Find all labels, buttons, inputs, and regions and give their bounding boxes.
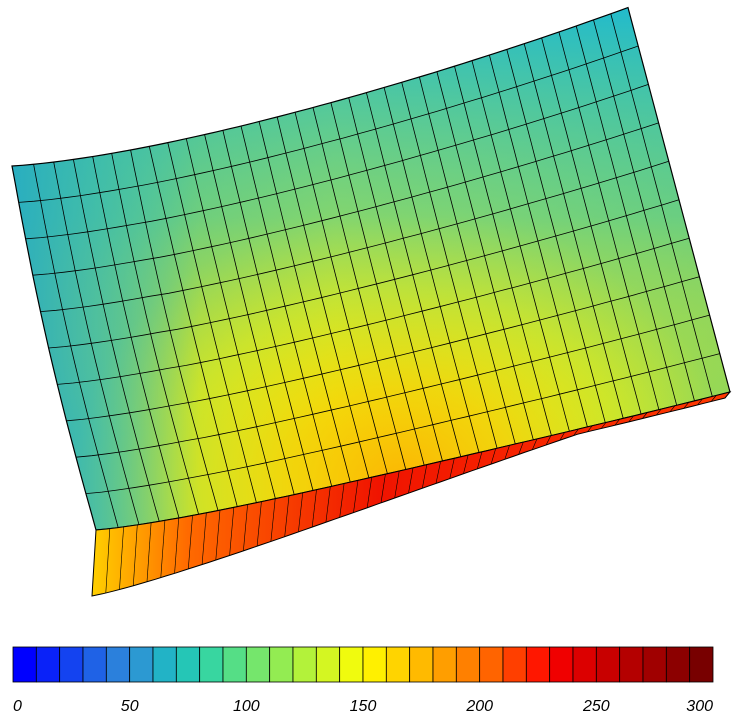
colorbar-segment (619, 646, 644, 683)
colorbar-segment (689, 646, 714, 683)
root-mesh-line (449, 458, 455, 479)
colorbar-tick-label: 0 (13, 698, 22, 715)
root-mesh-line (174, 517, 179, 574)
colorbar-segment (12, 646, 37, 683)
root-mesh-line (518, 442, 524, 455)
colorbar-segment (245, 646, 271, 683)
root-mesh-line (380, 474, 386, 503)
mesh-line (75, 314, 710, 458)
colorbar-segment (315, 646, 341, 683)
mesh-line (32, 122, 659, 276)
root-mesh-line (394, 470, 400, 499)
root-mesh-line (587, 425, 593, 432)
root-mesh-line (655, 409, 662, 416)
mesh-line (85, 353, 720, 494)
colorbar-segment (129, 646, 154, 683)
root-mesh-line (669, 405, 676, 412)
root-mesh-line (160, 520, 166, 578)
colorbar-segment (199, 646, 224, 683)
colorbar-segment (409, 646, 434, 683)
root-mesh-line (339, 483, 345, 518)
colorbar (12, 646, 714, 683)
root-mesh-line (270, 498, 276, 542)
root-mesh-line (614, 419, 620, 426)
root-mesh-line (477, 451, 483, 469)
root-mesh-line (119, 526, 124, 590)
root-mesh-line (105, 528, 111, 594)
root-mesh-line (408, 467, 414, 494)
root-mesh-line (683, 402, 689, 409)
root-mesh-line (545, 435, 552, 446)
colorbar-tick-labels: 0 50 100 150 200 250 300 (13, 698, 713, 715)
root-mesh-line (532, 438, 538, 450)
blade-root (91, 391, 732, 597)
root-mesh-line (284, 495, 290, 537)
colorbar-segment (35, 646, 61, 683)
colorbar-segment (432, 646, 457, 683)
colorbar-tick-label: 150 (350, 698, 377, 715)
mesh-line (25, 84, 649, 240)
root-mesh-line (490, 448, 496, 465)
root-mesh-line (710, 395, 717, 402)
root-mesh-line (573, 428, 579, 436)
colorbar-segment (339, 646, 364, 683)
colorbar-tick-label: 50 (121, 698, 139, 715)
root-mesh-line (504, 445, 510, 460)
colorbar-segment (549, 646, 574, 683)
root-mesh-line (642, 412, 648, 419)
colorbar-tick-label: 250 (582, 698, 610, 715)
root-mesh-line (600, 422, 607, 429)
root-mesh-line (435, 461, 441, 484)
colorbar-segment (222, 646, 247, 683)
colorbar-segment (82, 646, 107, 683)
mesh-line (18, 45, 639, 203)
root-mesh-line (697, 398, 703, 406)
colorbar-segment (665, 646, 691, 683)
colorbar-tick-label: 100 (233, 698, 260, 715)
root-mesh-line (229, 507, 235, 556)
colorbar-segment (269, 646, 294, 683)
colorbar-segment (362, 646, 387, 683)
root-mesh-line (559, 432, 565, 441)
mesh-line (48, 199, 680, 349)
mesh-line (40, 160, 669, 312)
root-mesh-line (201, 512, 207, 565)
blade-surface (11, 6, 731, 531)
mesh-line (66, 276, 700, 422)
root-mesh-line (256, 501, 262, 547)
root-mesh-line (133, 524, 138, 586)
root-fill (91, 391, 732, 597)
colorbar-segment (385, 646, 411, 683)
root-mesh-line (366, 477, 372, 508)
root-mesh-line (298, 492, 303, 532)
colorbar-segment (525, 646, 551, 683)
root-mesh-line (215, 510, 221, 561)
colorbar-segment (502, 646, 527, 683)
colorbar-segment (595, 646, 621, 683)
root-mesh-line (353, 480, 359, 513)
colorbar-segment (59, 646, 84, 683)
root-mesh-line (628, 415, 634, 423)
root-mesh-line (422, 464, 428, 489)
colorbar-tick-label: 300 (686, 698, 713, 715)
root-mesh-line (243, 504, 248, 551)
root-mesh-line (311, 489, 317, 528)
colorbar-segment (455, 646, 481, 683)
colorbar-segment (105, 646, 131, 683)
root-mesh-line (188, 515, 193, 570)
colorbar-segment (175, 646, 201, 683)
root-mesh-line (463, 455, 469, 474)
colorbar-segment (292, 646, 317, 683)
colorbar-segment (152, 646, 177, 683)
root-mesh (105, 395, 717, 594)
root-mesh-line (325, 486, 331, 523)
colorbar-tick-label: 200 (465, 698, 493, 715)
colorbar-segment (642, 646, 667, 683)
surface-mesh (18, 13, 720, 528)
root-mesh-line (146, 522, 152, 582)
mesh-line (57, 237, 690, 385)
colorbar-segment (572, 646, 597, 683)
colorbar-segment (479, 646, 504, 683)
